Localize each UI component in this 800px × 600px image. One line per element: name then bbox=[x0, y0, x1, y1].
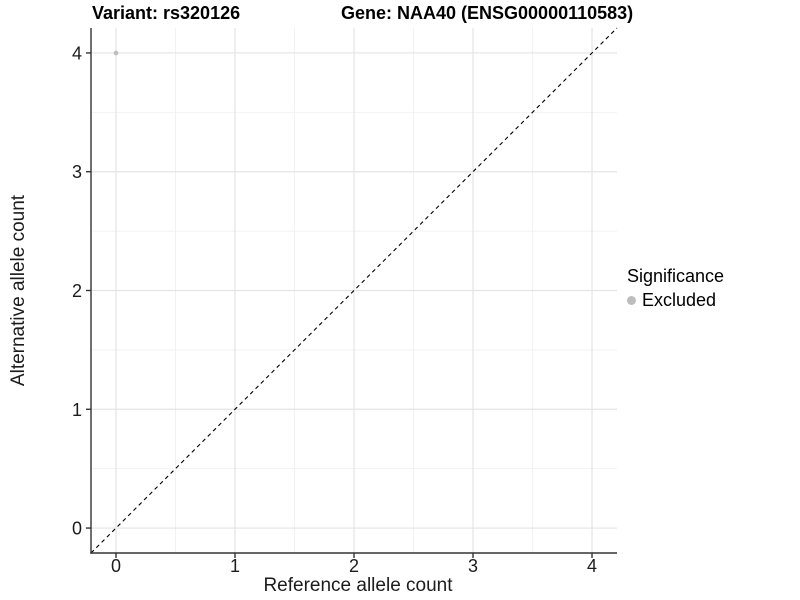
identity-dashed-line bbox=[90, 27, 618, 554]
y-tick-label: 0 bbox=[72, 519, 82, 539]
x-tick-label: 4 bbox=[587, 556, 597, 576]
y-tick-label: 1 bbox=[72, 400, 82, 420]
legend-item-excluded: Excluded bbox=[627, 290, 724, 311]
variant-title: Variant: rs320126 bbox=[92, 3, 241, 23]
excluded-dot-icon bbox=[627, 296, 636, 305]
x-tick-label: 3 bbox=[468, 556, 478, 576]
x-tick-label: 1 bbox=[230, 556, 240, 576]
x-tick-label: 2 bbox=[349, 556, 359, 576]
y-tick-label: 2 bbox=[72, 281, 82, 301]
x-axis-title: Reference allele count bbox=[263, 575, 453, 596]
y-tick-label: 4 bbox=[72, 43, 82, 63]
legend: Significance Excluded bbox=[627, 266, 724, 311]
y-axis-title: Alternative allele count bbox=[8, 194, 29, 386]
legend-item-label: Excluded bbox=[642, 290, 717, 310]
legend-title: Significance bbox=[627, 266, 725, 286]
y-tick-label: 3 bbox=[72, 162, 82, 182]
gene-title: Gene: NAA40 (ENSG00000110583) bbox=[341, 3, 634, 23]
data-point bbox=[113, 50, 119, 56]
x-tick-label: 0 bbox=[111, 556, 121, 576]
